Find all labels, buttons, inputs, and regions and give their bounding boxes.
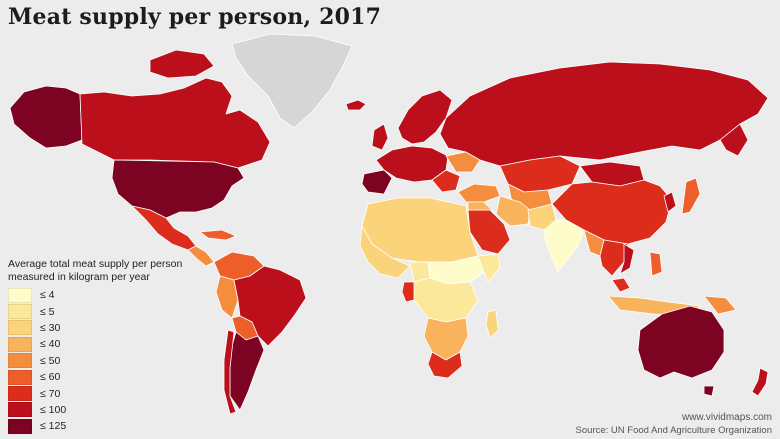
legend-item: ≤ 60: [8, 369, 208, 385]
legend-item: ≤ 5: [8, 303, 208, 320]
legend-swatch: [8, 336, 32, 352]
region-west-africa: [359, 225, 411, 279]
legend-label: ≤ 30: [40, 321, 61, 334]
legend-item: ≤ 125: [8, 418, 208, 434]
region-balkans: [431, 169, 461, 193]
legend-swatch: [8, 320, 32, 336]
legend-label: ≤ 125: [40, 420, 67, 433]
legend: Average total meat supply per person mea…: [8, 258, 208, 435]
legend-item: ≤ 4: [8, 287, 208, 303]
region-ukraine: [445, 151, 481, 173]
legend-title: Average total meat supply per person mea…: [8, 258, 208, 284]
region-caribbean: [199, 229, 237, 241]
legend-label: ≤ 50: [40, 354, 61, 367]
legend-label: ≤ 100: [40, 403, 67, 416]
legend-title-line-1: Average total meat supply per person: [8, 258, 183, 270]
region-greenland: [231, 33, 353, 129]
region-uk-ireland: [371, 123, 389, 151]
site-credit: www.vividmaps.com: [681, 412, 772, 423]
region-malaysia: [611, 277, 631, 293]
legend-swatch: [8, 287, 32, 303]
region-argentina: [229, 331, 265, 411]
region-russia: [439, 61, 769, 167]
region-india: [543, 219, 585, 273]
region-iceland: [345, 99, 367, 111]
source-credit: Source: UN Food And Agriculture Organiza…: [575, 425, 772, 436]
legend-swatch: [8, 418, 32, 434]
legend-item: ≤ 100: [8, 402, 208, 418]
region-madagascar: [485, 309, 499, 339]
region-levant-iraq: [467, 201, 497, 215]
region-australia: [637, 305, 725, 379]
region-tasmania: [703, 385, 715, 397]
legend-swatch: [8, 304, 32, 320]
region-new-zealand: [751, 367, 769, 397]
legend-item: ≤ 50: [8, 353, 208, 369]
legend-label: ≤ 40: [40, 338, 61, 351]
region-alaska: [9, 85, 83, 149]
legend-title-line-2: measured in kilogram per year: [8, 271, 150, 283]
legend-label: ≤ 60: [40, 371, 61, 384]
region-central-africa: [413, 277, 479, 323]
region-horn-africa: [477, 253, 501, 283]
legend-rows: ≤ 4 ≤ 5 ≤ 30 ≤ 40 ≤ 50 ≤ 60 ≤ 70 ≤ 100 ≤ 125: [8, 287, 208, 435]
region-papua: [703, 295, 737, 315]
region-turkey: [457, 183, 501, 203]
legend-swatch: [8, 386, 32, 402]
legend-item: ≤ 40: [8, 336, 208, 352]
region-russia-far-east: [719, 123, 749, 157]
region-iberia: [361, 169, 393, 195]
region-canada: [79, 77, 271, 169]
region-korea: [663, 191, 677, 213]
region-indochina: [599, 239, 629, 277]
region-chile: [223, 329, 237, 415]
region-vietnam: [619, 243, 635, 275]
legend-swatch: [8, 369, 32, 385]
legend-swatch: [8, 402, 32, 418]
legend-item: ≤ 30: [8, 320, 208, 336]
region-usa: [111, 159, 245, 219]
region-southern-africa: [423, 317, 469, 361]
region-gabon-congo: [401, 281, 415, 303]
region-south-africa: [427, 351, 463, 379]
legend-swatch: [8, 353, 32, 369]
legend-item: ≤ 70: [8, 385, 208, 402]
region-arabia: [467, 209, 511, 255]
region-philippines: [649, 251, 663, 277]
legend-label: ≤ 4: [40, 289, 55, 302]
legend-label: ≤ 5: [40, 305, 55, 318]
region-japan: [681, 177, 701, 215]
legend-label: ≤ 70: [40, 387, 61, 400]
map-title: Meat supply per person, 2017: [8, 4, 382, 30]
region-arctic-islands: [149, 49, 215, 79]
